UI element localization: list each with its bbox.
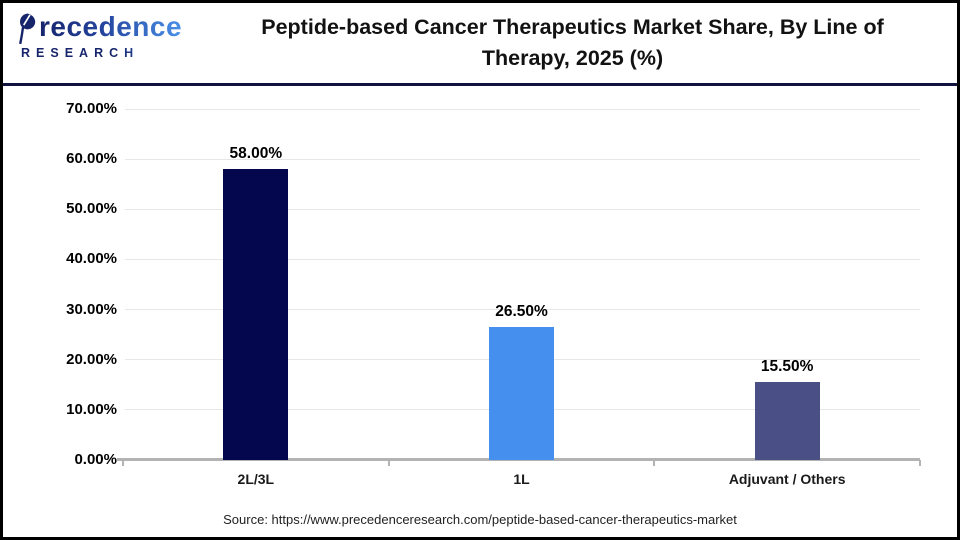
x-axis-tick bbox=[387, 460, 390, 466]
bar-adjuvant-others bbox=[754, 382, 820, 460]
y-axis-tick-label: 30.00% bbox=[66, 300, 117, 318]
source-attribution: Source: https://www.precedenceresearch.c… bbox=[223, 511, 737, 527]
footer: Source: https://www.precedenceresearch.c… bbox=[3, 506, 957, 532]
y-axis-tick-label: 20.00% bbox=[66, 350, 117, 368]
leaf-p-icon bbox=[19, 13, 36, 44]
logo-subtitle-text: RESEARCH bbox=[21, 47, 192, 60]
bar-value-label-1l: 26.50% bbox=[495, 303, 548, 321]
plot-area: 0.00% 10.00% 20.00% 30.00% 40.00% 50.00% 60.00… bbox=[66, 100, 921, 487]
bar-2l-3l bbox=[223, 169, 289, 460]
x-axis-tick bbox=[653, 460, 656, 466]
gridline-50 bbox=[125, 208, 920, 210]
y-axis-tick-label: 40.00% bbox=[66, 250, 117, 268]
logo-brand-text: recedence bbox=[39, 11, 183, 42]
bar-1l bbox=[489, 327, 554, 460]
bar-value-label-adjuvant-others: 15.50% bbox=[760, 358, 814, 376]
y-axis-tick-label: 60.00% bbox=[66, 150, 117, 168]
x-axis-category-label-adjuvant-others: Adjuvant / Others bbox=[728, 471, 846, 487]
gridline-30 bbox=[125, 309, 920, 311]
gridline-40 bbox=[125, 258, 920, 260]
logo-wordmark: recedence bbox=[17, 13, 192, 44]
y-axis-tick-label: 50.00% bbox=[66, 200, 117, 218]
bar-value-label-2l-3l: 58.00% bbox=[229, 145, 283, 163]
y-axis-tick-label: 70.00% bbox=[66, 100, 117, 117]
chart-title: Peptide-based Cancer Therapeutics Market… bbox=[198, 3, 947, 83]
precedence-logo: recedence RESEARCH bbox=[17, 13, 192, 60]
header: recedence RESEARCH Peptide-based Cancer … bbox=[3, 3, 957, 83]
x-axis-tick bbox=[919, 460, 921, 466]
y-axis-tick-label: 0.00% bbox=[74, 451, 117, 468]
x-axis-category-label-1l: 1L bbox=[513, 471, 530, 487]
gridline-60 bbox=[125, 158, 920, 160]
x-axis-tick bbox=[122, 460, 124, 466]
y-axis-tick-label: 10.00% bbox=[66, 400, 117, 418]
x-axis-category-label-2l-3l: 2L/3L bbox=[237, 471, 275, 487]
header-divider bbox=[3, 83, 957, 86]
bar-chart: 0.00% 10.00% 20.00% 30.00% 40.00% 50.00% 60.00… bbox=[3, 86, 957, 498]
chart-title-line-2: Therapy, 2025 (%) bbox=[481, 46, 664, 70]
gridline-70 bbox=[125, 108, 920, 110]
chart-title-line-1: Peptide-based Cancer Therapeutics Market… bbox=[261, 15, 884, 39]
